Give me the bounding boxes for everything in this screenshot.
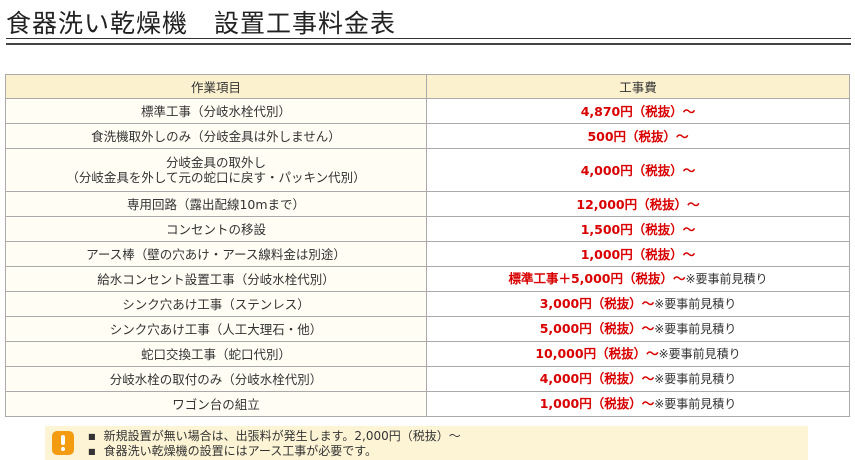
- price-text: 4,000円（税抜）～: [580, 162, 696, 178]
- work-item-cell: 蛇口交換工事（蛇口代別）: [5, 341, 427, 367]
- price-cell: 1,000円（税抜）～※要事前見積り: [426, 391, 850, 417]
- table-row: 分岐金具の取外し （分岐金具を外して元の蛇口に戻す・パッキン代別） 4,000円…: [5, 148, 850, 192]
- price-cell: 標準工事＋5,000円（税抜）～※要事前見積り: [426, 266, 850, 292]
- work-item-line: （分岐金具を外して元の蛇口に戻す・パッキン代別）: [66, 170, 366, 185]
- title-divider: [6, 38, 851, 45]
- work-item-line: 分岐金具の取外し: [165, 155, 266, 170]
- table-row: シンク穴あけ工事（人工大理石・他） 5,000円（税抜）～※要事前見積り: [5, 316, 850, 342]
- notice-item: 新規設置が無い場合は、出張料が発生します。2,000円（税抜）～: [88, 429, 461, 444]
- header-work-item: 作業項目: [5, 74, 427, 99]
- table-row: コンセントの移設 1,500円（税抜）～: [5, 216, 850, 242]
- table-row: アース棒（壁の穴あけ・アース線料金は別途） 1,000円（税抜）～: [5, 241, 850, 267]
- table-header-row: 作業項目 工事費: [5, 74, 850, 99]
- price-text: 1,500円（税抜）～: [580, 221, 696, 237]
- notice-list: 新規設置が無い場合は、出張料が発生します。2,000円（税抜）～ 食器洗い乾燥機…: [88, 429, 461, 459]
- work-item-cell: シンク穴あけ工事（人工大理石・他）: [5, 316, 427, 342]
- table-row: 専用回路（露出配線10mまで） 12,000円（税抜）～: [5, 191, 850, 217]
- estimate-note: ※要事前見積り: [654, 397, 737, 411]
- price-cell: 500円（税抜）～: [426, 123, 850, 149]
- table-row: ワゴン台の組立 1,000円（税抜）～※要事前見積り: [5, 391, 850, 417]
- work-item-cell: 標準工事（分岐水栓代別）: [5, 98, 427, 124]
- price-text: 500円（税抜）～: [587, 128, 689, 144]
- price-cell: 12,000円（税抜）～: [426, 191, 850, 217]
- price-text: 4,000円（税抜）～: [539, 371, 655, 386]
- price-text: 1,000円（税抜）～: [539, 396, 655, 411]
- estimate-note: ※要事前見積り: [654, 297, 737, 311]
- price-cell: 4,870円（税抜）～: [426, 98, 850, 124]
- work-item-cell: コンセントの移設: [5, 216, 427, 242]
- price-text: 4,870円（税抜）～: [580, 103, 696, 119]
- estimate-note: ※要事前見積り: [654, 372, 737, 386]
- work-item-cell: ワゴン台の組立: [5, 391, 427, 417]
- table-row: 食洗機取外しのみ（分岐金具は外しません） 500円（税抜）～: [5, 123, 850, 149]
- exclamation-icon: [52, 431, 74, 455]
- work-item-cell: 給水コンセント設置工事（分岐水栓代別）: [5, 266, 427, 292]
- price-cell: 1,500円（税抜）～: [426, 216, 850, 242]
- price-text: 12,000円（税抜）～: [576, 196, 700, 212]
- price-table: 作業項目 工事費 標準工事（分岐水栓代別） 4,870円（税抜）～ 食洗機取外し…: [5, 74, 850, 417]
- header-cost: 工事費: [426, 74, 850, 99]
- price-cell: 10,000円（税抜）～※要事前見積り: [426, 341, 850, 367]
- table-row: 分岐水栓の取付のみ（分岐水栓代別） 4,000円（税抜）～※要事前見積り: [5, 366, 850, 392]
- work-item-cell: 分岐金具の取外し （分岐金具を外して元の蛇口に戻す・パッキン代別）: [5, 148, 427, 192]
- page-title: 食器洗い乾燥機 設置工事料金表: [6, 9, 397, 38]
- notice-item: 食器洗い乾燥機の設置にはアース工事が必要です。: [88, 444, 461, 459]
- price-cell: 4,000円（税抜）～: [426, 148, 850, 192]
- table-row: 蛇口交換工事（蛇口代別） 10,000円（税抜）～※要事前見積り: [5, 341, 850, 367]
- price-cell: 1,000円（税抜）～: [426, 241, 850, 267]
- price-cell: 5,000円（税抜）～※要事前見積り: [426, 316, 850, 342]
- price-text: 3,000円（税抜）～: [539, 296, 655, 311]
- price-text: 10,000円（税抜）～: [535, 346, 659, 361]
- work-item-cell: 専用回路（露出配線10mまで）: [5, 191, 427, 217]
- table-row: シンク穴あけ工事（ステンレス） 3,000円（税抜）～※要事前見積り: [5, 291, 850, 317]
- table-row: 標準工事（分岐水栓代別） 4,870円（税抜）～: [5, 98, 850, 124]
- estimate-note: ※要事前見積り: [654, 322, 737, 336]
- price-cell: 4,000円（税抜）～※要事前見積り: [426, 366, 850, 392]
- price-text: 標準工事＋5,000円（税抜）～: [508, 271, 686, 286]
- notice-box: 新規設置が無い場合は、出張料が発生します。2,000円（税抜）～ 食器洗い乾燥機…: [45, 426, 808, 460]
- work-item-cell: 分岐水栓の取付のみ（分岐水栓代別）: [5, 366, 427, 392]
- price-text: 1,000円（税抜）～: [580, 246, 696, 262]
- table-row: 給水コンセント設置工事（分岐水栓代別） 標準工事＋5,000円（税抜）～※要事前…: [5, 266, 850, 292]
- price-text: 5,000円（税抜）～: [539, 321, 655, 336]
- work-item-cell: シンク穴あけ工事（ステンレス）: [5, 291, 427, 317]
- work-item-cell: 食洗機取外しのみ（分岐金具は外しません）: [5, 123, 427, 149]
- estimate-note: ※要事前見積り: [685, 272, 768, 286]
- price-cell: 3,000円（税抜）～※要事前見積り: [426, 291, 850, 317]
- estimate-note: ※要事前見積り: [658, 347, 741, 361]
- work-item-cell: アース棒（壁の穴あけ・アース線料金は別途）: [5, 241, 427, 267]
